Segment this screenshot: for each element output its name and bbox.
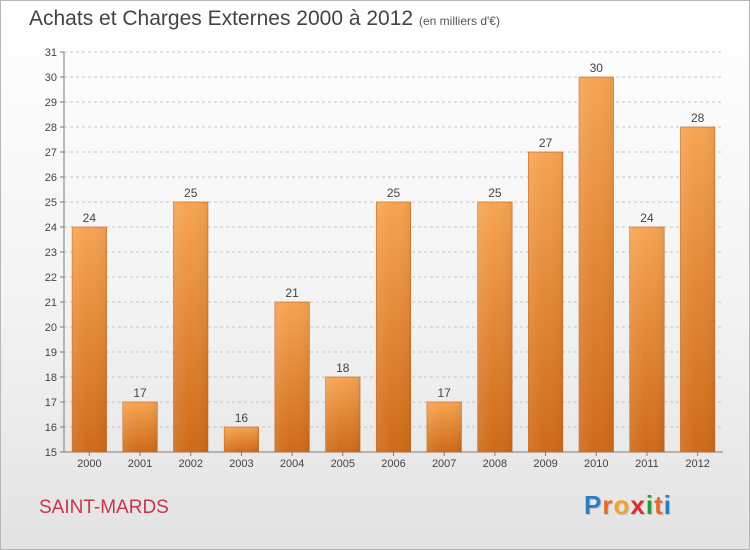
y-tick-label: 18: [45, 372, 57, 384]
chart-unit-subtitle: (en milliers d'€): [419, 14, 500, 28]
data-label: 28: [691, 111, 705, 125]
y-tick-label: 30: [45, 72, 57, 84]
y-tick-label: 29: [45, 97, 57, 109]
bar-shine: [274, 302, 310, 452]
x-tick-label: 2009: [533, 458, 557, 470]
bar-shine: [426, 402, 462, 452]
x-tick-label: 2006: [381, 458, 405, 470]
data-label: 25: [387, 186, 401, 200]
x-tick-label: 2004: [280, 458, 304, 470]
x-tick-label: 2005: [331, 458, 355, 470]
logo-letter: i: [645, 490, 655, 520]
bar-shine: [579, 77, 614, 452]
y-tick-label: 21: [45, 297, 57, 309]
data-labels: 24 17 25 16 21 18 25 17 25 27 30 24 28: [83, 61, 705, 425]
data-label: 24: [83, 211, 97, 225]
data-label: 30: [590, 61, 604, 75]
x-tick-label: 2001: [128, 458, 152, 470]
logo-letter: r: [602, 490, 614, 520]
y-tick-label: 20: [45, 322, 57, 334]
data-label: 21: [285, 286, 299, 300]
bar-shine: [325, 377, 361, 452]
data-label: 17: [438, 386, 452, 400]
y-tick-label: 15: [45, 447, 57, 459]
x-tick-label: 2008: [483, 458, 507, 470]
data-label: 16: [235, 411, 249, 425]
data-label: 24: [640, 211, 654, 225]
y-tick-label: 31: [45, 47, 57, 59]
logo-letter: P: [584, 490, 603, 520]
y-tick-label: 22: [45, 272, 57, 284]
data-label: 18: [336, 361, 350, 375]
data-label: 17: [133, 386, 147, 400]
axes: 15 16 17 18 19 20 21 22 23 24 25 26 27 28 29 30 31 2000 20…: [45, 47, 723, 470]
logo-letter: i: [663, 490, 672, 520]
x-tick-label: 2000: [77, 458, 101, 470]
y-tick-label: 24: [45, 222, 57, 234]
bar-shine: [122, 402, 158, 452]
y-tick-label: 27: [45, 147, 57, 159]
location-name: SAINT-MARDS: [39, 497, 169, 518]
y-tick-label: 25: [45, 197, 57, 209]
chart-title: Achats et Charges Externes 2000 à 2012: [29, 7, 414, 30]
data-label: 27: [539, 136, 553, 150]
bar-shine: [477, 202, 513, 452]
bar-shine: [72, 227, 107, 452]
y-tick-label: 19: [45, 347, 57, 359]
logo-letter: t: [654, 490, 664, 520]
x-tick-label: 2002: [178, 458, 202, 470]
x-tick-label: 2011: [635, 458, 659, 470]
x-tick-label: 2010: [584, 458, 608, 470]
logo-letter: x: [630, 490, 646, 520]
bar-shine: [629, 227, 665, 452]
logo-letter: o: [613, 490, 631, 520]
y-tick-label: 26: [45, 172, 57, 184]
data-label: 25: [184, 186, 198, 200]
y-tick-label: 17: [45, 397, 57, 409]
y-tick-label: 23: [45, 247, 57, 259]
bar-shine: [528, 152, 563, 452]
bar-shine: [173, 202, 208, 452]
proxiti-logo[interactable]: Proxiti: [584, 490, 672, 521]
data-label: 25: [488, 186, 502, 200]
y-tick-label: 16: [45, 422, 57, 434]
x-tick-label: 2003: [229, 458, 253, 470]
x-tick-label: 2012: [685, 458, 709, 470]
bar-shine: [224, 427, 259, 452]
y-tick-label: 28: [45, 122, 57, 134]
bar-shine: [376, 202, 411, 452]
bars: [71, 76, 716, 453]
bar-shine: [680, 127, 715, 452]
x-tick-label: 2007: [432, 458, 456, 470]
